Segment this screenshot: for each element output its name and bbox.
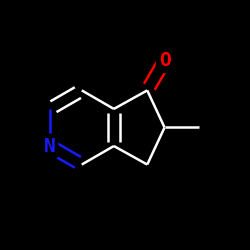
Text: O: O: [159, 51, 170, 70]
Text: N: N: [44, 136, 56, 156]
